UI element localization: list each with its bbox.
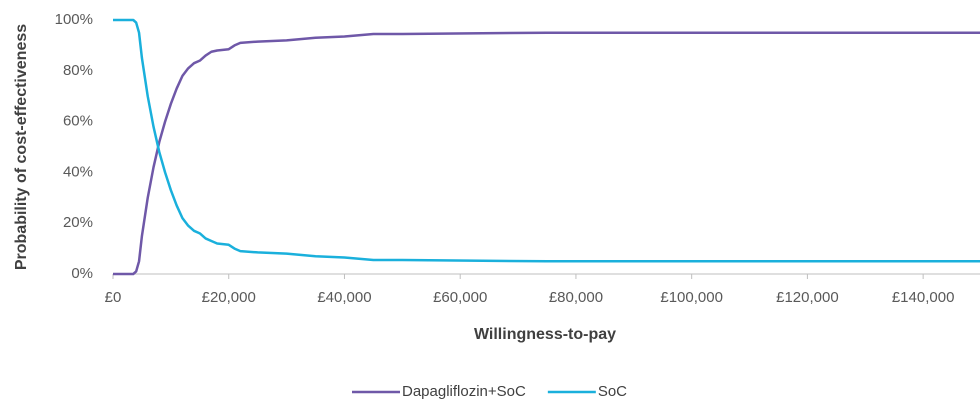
y-tick-label: 60% — [63, 113, 93, 130]
y-tick-label: 0% — [71, 265, 93, 282]
x-tick-label: £20,000 — [202, 289, 256, 306]
y-tick-label: 20% — [63, 214, 93, 231]
x-tick-label: £60,000 — [433, 289, 487, 306]
legend-label: SoC — [598, 383, 627, 400]
line-series — [113, 31, 980, 276]
x-tick-label: £140,000 — [892, 289, 955, 306]
y-tick-label: 80% — [63, 62, 93, 79]
x-tick-label: £40,000 — [317, 289, 371, 306]
y-axis-title: Probability of cost-effectiveness — [13, 24, 30, 270]
x-axis-title: Willingness-to-pay — [474, 326, 616, 343]
x-tick-label: £100,000 — [660, 289, 723, 306]
y-tick-label: 40% — [63, 163, 93, 180]
x-tick-label: £0 — [105, 289, 122, 306]
x-tick-label: £120,000 — [776, 289, 839, 306]
legend-label: Dapagliflozin+SoC — [402, 383, 526, 400]
y-tick-label: 100% — [55, 11, 93, 28]
x-tick-label: £80,000 — [549, 289, 603, 306]
line-series — [113, 18, 980, 263]
